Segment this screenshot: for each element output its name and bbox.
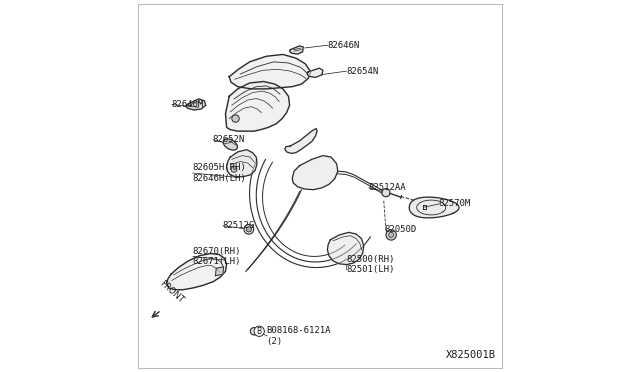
Text: B08168-6121A
(2): B08168-6121A (2)	[266, 326, 331, 346]
Polygon shape	[307, 68, 323, 77]
Polygon shape	[290, 46, 303, 54]
Text: X825001B: X825001B	[446, 350, 496, 360]
Polygon shape	[292, 155, 338, 190]
Text: 82652N: 82652N	[212, 135, 244, 144]
Polygon shape	[186, 99, 206, 110]
Text: 82605H(RH)
82646H(LH): 82605H(RH) 82646H(LH)	[192, 163, 246, 183]
Polygon shape	[225, 81, 290, 131]
Text: FRONT: FRONT	[157, 279, 185, 305]
Polygon shape	[216, 267, 223, 276]
Text: 82050D: 82050D	[385, 225, 417, 234]
Circle shape	[382, 189, 390, 197]
Text: 82512AA: 82512AA	[368, 183, 406, 192]
Text: 82500(RH)
82501(LH): 82500(RH) 82501(LH)	[346, 255, 394, 275]
Text: 82640M: 82640M	[171, 100, 204, 109]
Text: 82646N: 82646N	[328, 41, 360, 50]
Polygon shape	[229, 54, 311, 89]
Text: B: B	[257, 327, 262, 336]
Circle shape	[250, 328, 258, 335]
Circle shape	[388, 232, 394, 237]
Polygon shape	[328, 232, 364, 264]
Circle shape	[244, 225, 253, 234]
Text: 82512G: 82512G	[222, 221, 255, 230]
Circle shape	[232, 115, 239, 122]
Text: 82670(RH)
82671(LH): 82670(RH) 82671(LH)	[192, 247, 241, 266]
Polygon shape	[166, 253, 227, 290]
Polygon shape	[285, 129, 317, 153]
Text: 82570M: 82570M	[438, 199, 471, 208]
Circle shape	[231, 166, 237, 172]
Circle shape	[386, 230, 396, 240]
Polygon shape	[409, 197, 459, 218]
Text: 82654N: 82654N	[346, 67, 378, 76]
Polygon shape	[227, 150, 257, 177]
Ellipse shape	[223, 139, 237, 150]
Circle shape	[246, 227, 252, 232]
